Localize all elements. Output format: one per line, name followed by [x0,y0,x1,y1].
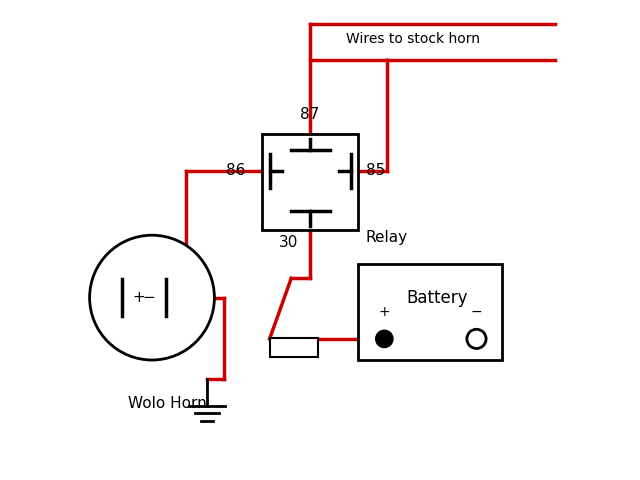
Bar [262,134,358,230]
Circle shape [467,329,486,348]
Text: −: − [143,290,155,305]
Text: 86: 86 [226,163,246,178]
Text: Relay: Relay [365,230,408,245]
Bar [269,338,317,357]
Text: +: + [132,290,145,305]
Text: 30: 30 [279,235,298,250]
Text: 85: 85 [365,163,385,178]
Text: 87: 87 [300,108,319,122]
Text: Battery: Battery [407,288,468,307]
Text: Wolo Horn: Wolo Horn [128,396,207,411]
Text: −: − [470,305,483,319]
Text: +: + [378,305,390,319]
Circle shape [90,235,214,360]
Bar [358,264,502,360]
Text: Wires to stock horn: Wires to stock horn [346,32,481,46]
Text: Battery: Battery [0,479,1,480]
Circle shape [376,330,393,348]
